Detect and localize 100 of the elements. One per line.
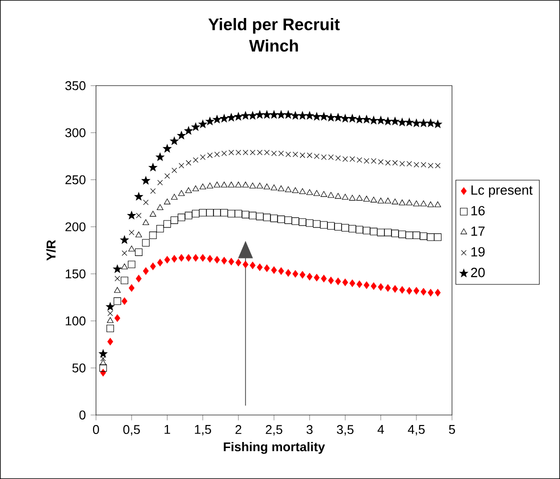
- point: [156, 152, 164, 161]
- point: [370, 196, 377, 202]
- point: [284, 186, 292, 192]
- point: [100, 356, 106, 362]
- point: [170, 216, 178, 224]
- point: [149, 232, 157, 240]
- point: [228, 182, 235, 188]
- point: [171, 194, 178, 200]
- point: [156, 224, 164, 232]
- point: [184, 126, 193, 134]
- point: [291, 111, 300, 120]
- point: [312, 220, 320, 228]
- point: [384, 228, 392, 236]
- point: [120, 276, 128, 284]
- point: [420, 288, 426, 296]
- legend-label: Lc present: [471, 185, 533, 198]
- y-tick-label: 200: [65, 222, 86, 232]
- point: [100, 368, 106, 376]
- point: [214, 256, 220, 264]
- point: [228, 258, 234, 266]
- point: [348, 224, 356, 232]
- point: [284, 216, 292, 224]
- point: [426, 233, 434, 241]
- point: [376, 116, 386, 124]
- point: [234, 112, 243, 120]
- point: [384, 116, 392, 126]
- point: [200, 254, 206, 262]
- point: [420, 232, 428, 240]
- point: [406, 232, 414, 240]
- point: [328, 276, 334, 284]
- point: [426, 118, 435, 127]
- point: [434, 201, 442, 208]
- point: [178, 254, 184, 262]
- point: [334, 192, 342, 199]
- point: [241, 111, 250, 120]
- point: [206, 182, 214, 188]
- point: [114, 297, 122, 305]
- point: [270, 110, 278, 118]
- point: [206, 116, 214, 126]
- point: [292, 217, 300, 225]
- point: [114, 276, 120, 282]
- point: [264, 264, 270, 272]
- point: [221, 256, 228, 264]
- point: [242, 210, 250, 218]
- y-tick-label: 350: [65, 81, 86, 90]
- point: [163, 220, 171, 228]
- point: [414, 287, 420, 295]
- point: [298, 111, 307, 120]
- point: [99, 364, 107, 372]
- x-tick-label: 0: [92, 425, 100, 434]
- point: [113, 264, 122, 273]
- point: [313, 190, 320, 196]
- point: [305, 111, 314, 120]
- point: [299, 188, 306, 194]
- point: [186, 160, 192, 166]
- x-tick-label: 3: [306, 425, 313, 434]
- point: [164, 198, 170, 204]
- point: [327, 222, 335, 230]
- point: [349, 280, 356, 288]
- point: [306, 272, 312, 280]
- point: [192, 157, 198, 163]
- point: [334, 113, 342, 122]
- point: [328, 192, 334, 198]
- point: [348, 114, 357, 122]
- x-tick-label: 5: [448, 425, 456, 434]
- point: [148, 163, 158, 172]
- point: [171, 255, 178, 263]
- y-tick-label: 300: [65, 128, 86, 138]
- point: [128, 260, 136, 268]
- point: [398, 200, 406, 206]
- point: [186, 254, 192, 262]
- point: [384, 198, 392, 204]
- point: [150, 188, 156, 194]
- point: [392, 285, 398, 293]
- point: [142, 219, 150, 226]
- point: [150, 210, 156, 217]
- y-tick-label: 150: [66, 269, 86, 278]
- point: [306, 189, 313, 195]
- point: [342, 278, 348, 286]
- point: [98, 349, 108, 358]
- point: [278, 267, 284, 275]
- x-tick-label: 0,5: [123, 425, 140, 436]
- point: [107, 338, 114, 346]
- point: [314, 274, 320, 282]
- point: [106, 317, 114, 323]
- point: [434, 120, 442, 128]
- point: [127, 211, 136, 220]
- point: [200, 154, 206, 160]
- point: [256, 110, 264, 118]
- point: [162, 144, 172, 152]
- x-tick-label: 4,5: [408, 425, 425, 436]
- point: [192, 254, 199, 262]
- point: [398, 118, 406, 126]
- point: [114, 314, 120, 322]
- point: [114, 287, 121, 293]
- point: [234, 210, 242, 218]
- point: [142, 176, 150, 184]
- point: [392, 198, 398, 204]
- point: [235, 182, 242, 188]
- point: [191, 122, 200, 131]
